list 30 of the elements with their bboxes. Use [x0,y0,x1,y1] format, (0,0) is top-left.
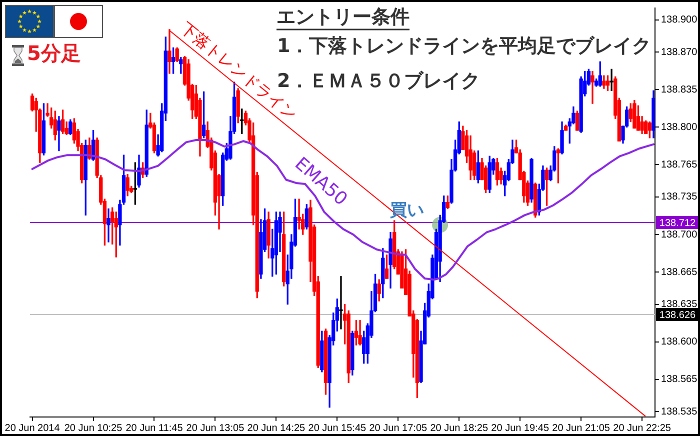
x-tick-label: 20 Jun 10:25 [64,422,123,434]
x-tick-label: 20 Jun 13:05 [186,422,245,434]
y-tick-label: 138.600 [661,336,698,348]
x-tick-label: 20 Jun 18:25 [430,422,488,434]
chart-title: エントリー条件 [276,6,410,28]
y-tick-label: 138.735 [661,192,698,203]
annotation: 1．下落トレンドラインを平均足でブレイク [277,34,652,57]
y-tick-label: 138.900 [661,14,698,26]
y-tick-label: 138.565 [661,374,698,386]
annotation: 2．ＥＭＡ５０ブレイク [277,70,480,92]
annotation: 買い [389,200,424,220]
x-tick-label: 20 Jun 15:45 [308,422,367,434]
x-tick-label: 20 Jun 19:45 [491,422,550,434]
x-tick-label: 20 Jun 17:05 [369,422,428,434]
x-tick-label: 20 Jun 11:45 [126,422,184,434]
y-tick-label: 138.870 [661,46,698,58]
ref-line-label: 138.712 [659,218,696,229]
y-tick-label: 138.665 [661,266,698,278]
annotation: 5分足 [27,41,81,66]
x-tick-label: 20 Jun 21:05 [552,422,610,434]
ref-line-label: 138.626 [659,310,696,321]
x-tick-label: 20 Jun 22:25 [613,422,672,434]
y-tick-label: 138.535 [661,406,698,418]
x-tick-label: 20 Jun 2014 [4,422,60,434]
y-tick-label: 138.835 [661,84,698,96]
y-tick-label: 138.635 [661,299,698,310]
y-tick-label: 138.800 [661,122,698,133]
x-tick-label: 20 Jun 14:25 [247,422,306,434]
y-tick-label: 138.700 [661,229,698,240]
y-tick-label: 138.765 [661,159,698,170]
